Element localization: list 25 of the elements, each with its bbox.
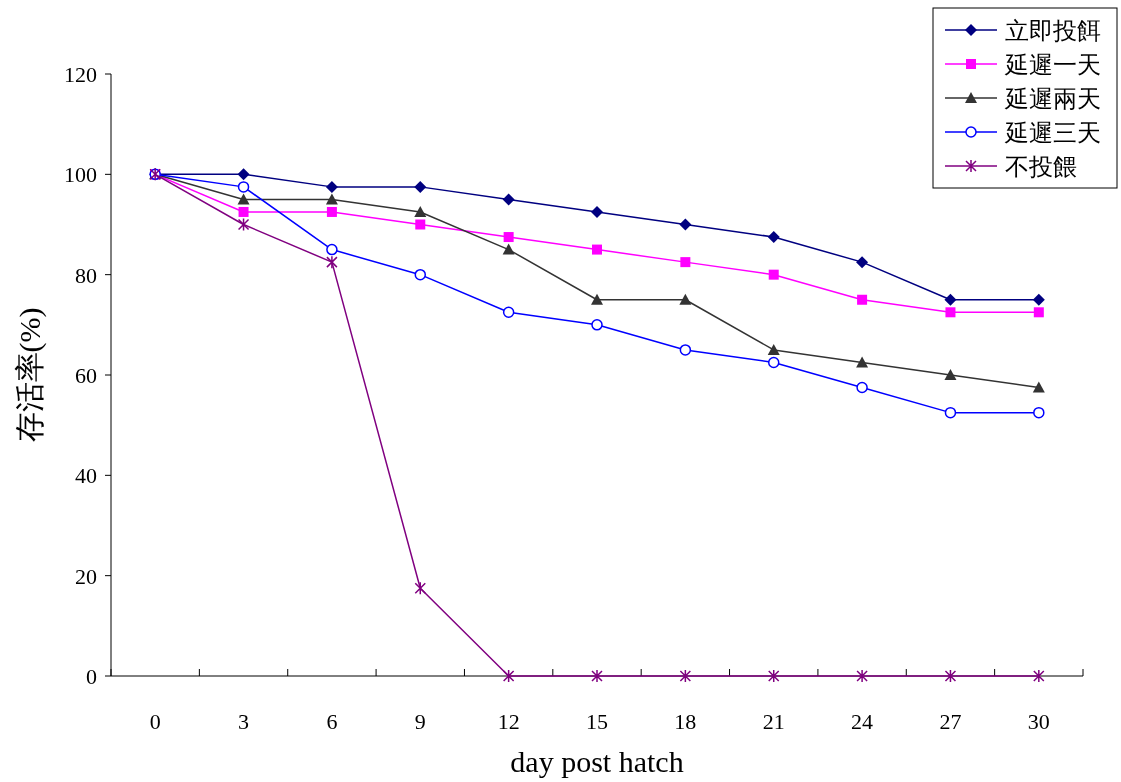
x-tick-label: 15: [586, 709, 608, 734]
x-tick-label: 21: [762, 709, 785, 734]
x-tick-label: 0: [149, 709, 161, 734]
legend-label: 立即投餌: [1005, 18, 1101, 44]
y-tick-label: 0: [86, 664, 97, 689]
x-tick-label: 30: [1027, 709, 1050, 734]
legend-label: 延遲兩天: [1004, 86, 1101, 112]
x-tick-label: 12: [497, 709, 520, 734]
legend-label: 延遲一天: [1004, 52, 1101, 78]
x-tick-label: 9: [414, 709, 426, 734]
legend-label: 延遲三天: [1004, 120, 1101, 146]
x-tick-label: 24: [851, 709, 874, 734]
y-tick-label: 40: [75, 463, 97, 489]
x-tick-label: 3: [238, 709, 250, 734]
y-tick-label: 80: [75, 262, 97, 288]
y-tick-label: 60: [75, 363, 97, 388]
legend-label: 不投餵: [1005, 154, 1077, 180]
x-tick-label: 6: [326, 709, 338, 734]
y-axis-title: 存活率(%): [13, 307, 47, 443]
x-tick-label: 18: [674, 709, 697, 734]
y-tick-label: 120: [64, 62, 97, 87]
x-axis-title: day post hatch: [510, 745, 684, 778]
x-tick-label: 27: [939, 709, 962, 734]
y-tick-label: 20: [75, 563, 97, 589]
y-tick-label: 100: [64, 162, 97, 188]
